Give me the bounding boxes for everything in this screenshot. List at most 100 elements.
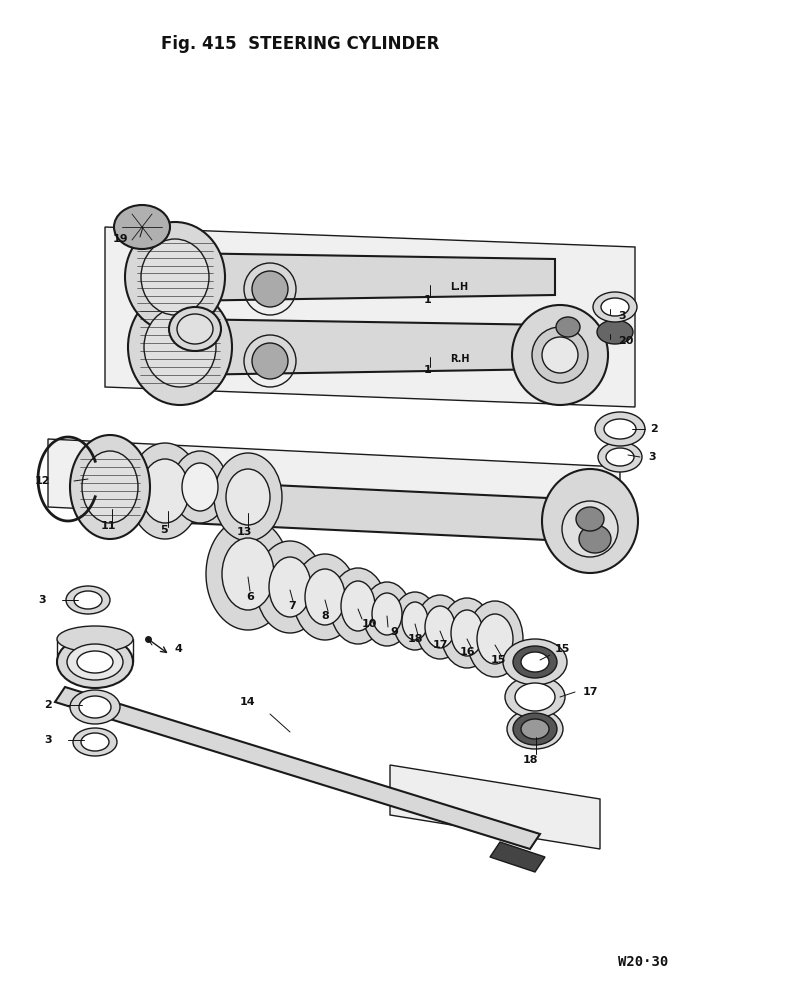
Ellipse shape — [252, 271, 288, 307]
Polygon shape — [55, 687, 540, 849]
Ellipse shape — [542, 337, 578, 373]
Ellipse shape — [125, 222, 225, 332]
Text: 12: 12 — [35, 476, 50, 486]
Ellipse shape — [82, 451, 138, 523]
Text: 8: 8 — [321, 611, 329, 621]
Text: 17: 17 — [432, 640, 447, 650]
Text: 1: 1 — [424, 295, 432, 305]
Ellipse shape — [515, 683, 555, 711]
Ellipse shape — [467, 601, 523, 677]
Ellipse shape — [66, 586, 110, 614]
Ellipse shape — [222, 538, 274, 610]
Ellipse shape — [214, 453, 282, 541]
Ellipse shape — [114, 205, 170, 249]
Ellipse shape — [513, 713, 557, 745]
Ellipse shape — [141, 239, 209, 315]
Text: R.H: R.H — [450, 354, 469, 364]
Text: 5: 5 — [160, 525, 168, 535]
Text: 10: 10 — [362, 619, 377, 629]
Ellipse shape — [293, 554, 357, 640]
Ellipse shape — [517, 716, 553, 742]
Ellipse shape — [67, 644, 123, 680]
Ellipse shape — [515, 647, 555, 677]
Ellipse shape — [81, 733, 109, 751]
Ellipse shape — [402, 602, 428, 640]
Ellipse shape — [372, 593, 402, 635]
Ellipse shape — [425, 606, 455, 648]
Ellipse shape — [57, 626, 133, 652]
Text: 19: 19 — [112, 234, 128, 244]
Ellipse shape — [542, 469, 638, 573]
Text: 17: 17 — [583, 687, 599, 697]
Ellipse shape — [70, 435, 150, 539]
Text: 3: 3 — [618, 311, 626, 321]
Ellipse shape — [129, 443, 201, 539]
Ellipse shape — [593, 292, 637, 322]
Text: 15: 15 — [555, 644, 570, 654]
Ellipse shape — [182, 463, 218, 511]
Ellipse shape — [512, 305, 608, 405]
Ellipse shape — [598, 442, 642, 472]
Ellipse shape — [451, 610, 483, 656]
Text: 16: 16 — [460, 647, 476, 657]
Ellipse shape — [169, 307, 221, 351]
Polygon shape — [390, 765, 600, 849]
Ellipse shape — [269, 557, 311, 617]
Polygon shape — [180, 319, 555, 375]
Text: 15: 15 — [490, 655, 506, 665]
Ellipse shape — [601, 298, 629, 316]
Text: 2: 2 — [44, 700, 52, 710]
Ellipse shape — [79, 696, 111, 718]
Text: 13: 13 — [237, 527, 252, 537]
Text: Fig. 415  STEERING CYLINDER: Fig. 415 STEERING CYLINDER — [161, 35, 439, 53]
Ellipse shape — [579, 525, 611, 553]
Text: W20·30: W20·30 — [618, 955, 668, 969]
Ellipse shape — [606, 448, 634, 466]
Text: 20: 20 — [618, 336, 634, 346]
Polygon shape — [165, 480, 590, 542]
Ellipse shape — [393, 592, 437, 650]
Text: 9: 9 — [390, 627, 398, 637]
Ellipse shape — [206, 518, 290, 630]
Ellipse shape — [521, 652, 549, 672]
Text: 14: 14 — [239, 697, 255, 707]
Text: 3: 3 — [39, 595, 46, 605]
Ellipse shape — [576, 507, 604, 531]
Polygon shape — [48, 439, 620, 535]
Ellipse shape — [363, 582, 411, 646]
Text: 2: 2 — [650, 424, 658, 434]
Ellipse shape — [341, 581, 375, 631]
Ellipse shape — [556, 317, 580, 337]
Text: 4: 4 — [175, 644, 183, 654]
Ellipse shape — [513, 646, 557, 678]
Ellipse shape — [477, 614, 513, 664]
Polygon shape — [105, 227, 635, 407]
Text: L.H: L.H — [450, 282, 468, 292]
Ellipse shape — [256, 541, 324, 633]
Ellipse shape — [70, 690, 120, 724]
Ellipse shape — [177, 314, 213, 344]
Text: 3: 3 — [44, 735, 52, 745]
Ellipse shape — [305, 569, 345, 625]
Text: 18: 18 — [407, 634, 423, 644]
Ellipse shape — [597, 320, 633, 344]
Ellipse shape — [74, 591, 102, 609]
Ellipse shape — [77, 651, 113, 673]
Ellipse shape — [503, 639, 567, 685]
Text: 3: 3 — [648, 452, 656, 462]
Text: 6: 6 — [246, 592, 254, 602]
Ellipse shape — [172, 451, 228, 523]
Ellipse shape — [562, 501, 618, 557]
Ellipse shape — [128, 289, 232, 405]
Polygon shape — [490, 842, 545, 872]
Ellipse shape — [416, 595, 464, 659]
Text: 7: 7 — [288, 601, 296, 611]
Ellipse shape — [441, 598, 493, 668]
Ellipse shape — [252, 343, 288, 379]
Ellipse shape — [144, 307, 216, 387]
Text: 1: 1 — [424, 365, 432, 375]
Polygon shape — [175, 253, 555, 301]
Ellipse shape — [73, 728, 117, 756]
Text: 11: 11 — [100, 521, 116, 531]
Ellipse shape — [505, 676, 565, 718]
